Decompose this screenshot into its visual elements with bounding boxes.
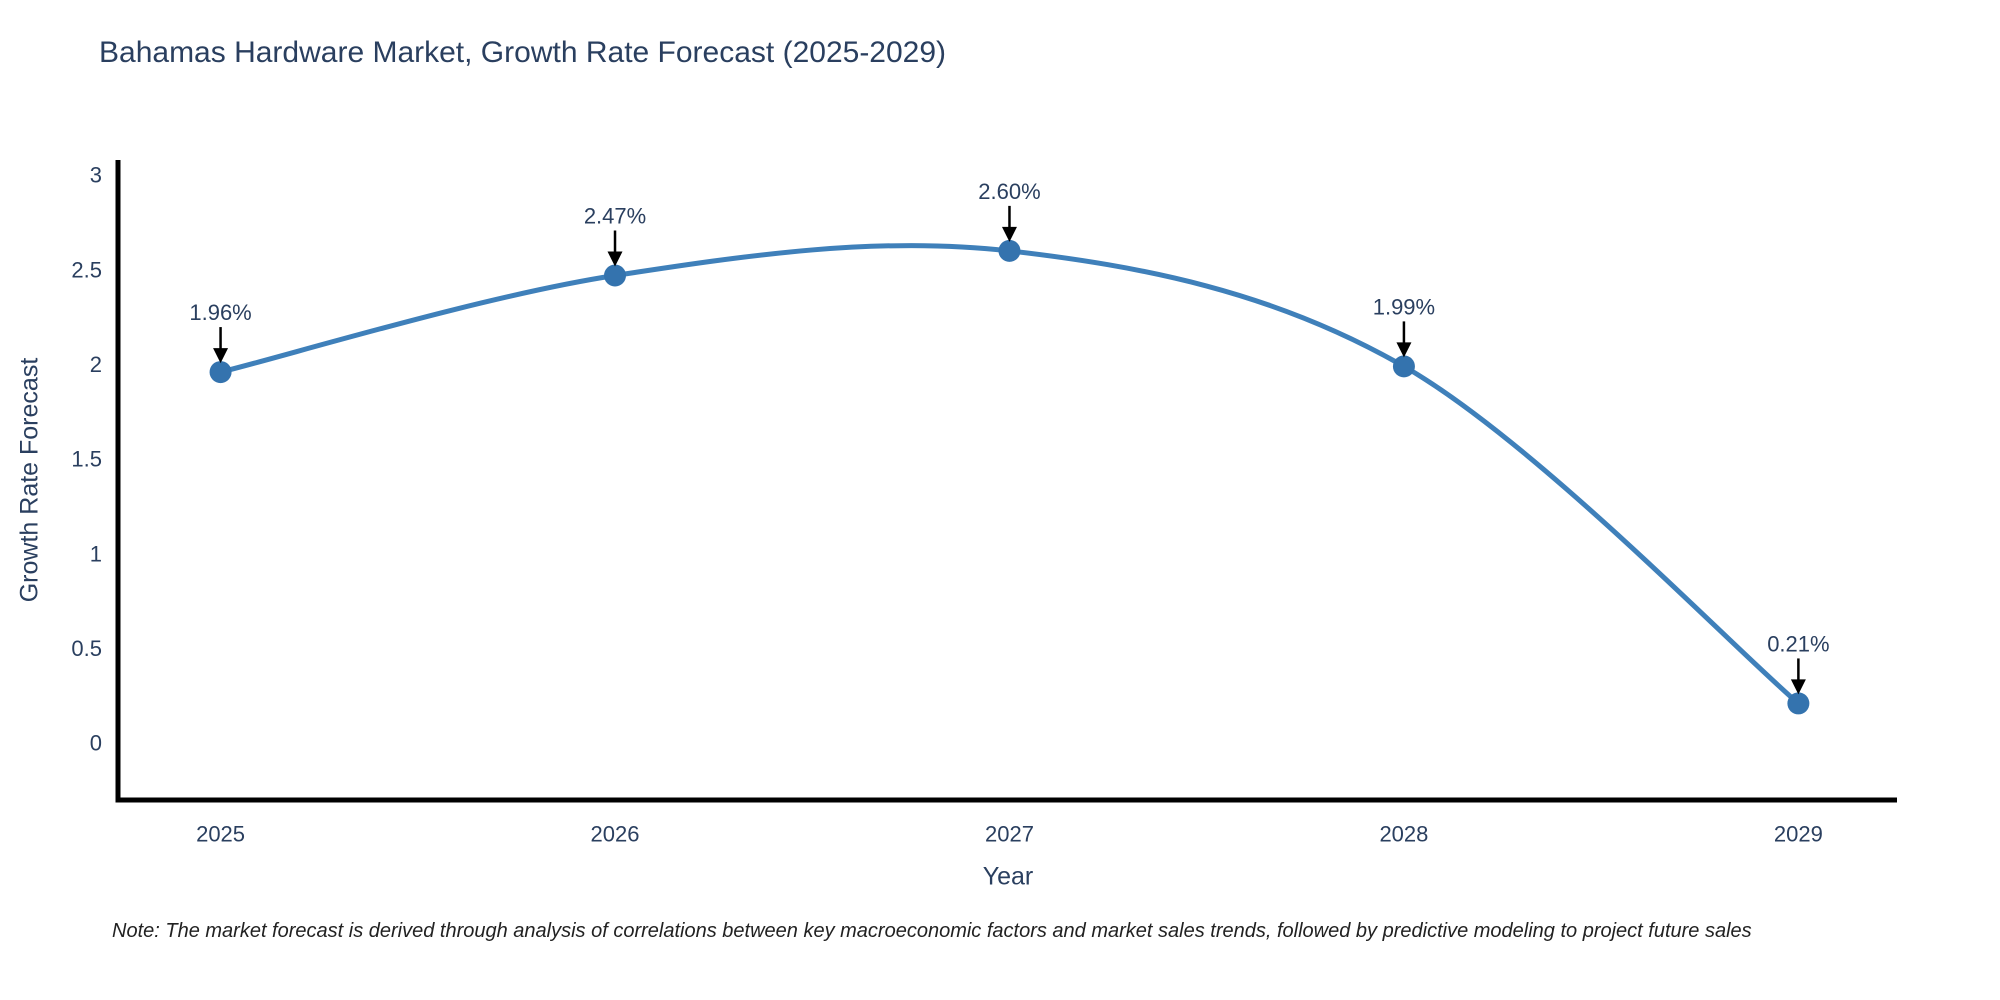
y-tick-label: 1.5 — [71, 447, 102, 472]
data-point-marker — [1787, 692, 1810, 715]
x-tick-label: 2028 — [1379, 822, 1428, 847]
data-point-label: 2.47% — [584, 204, 646, 229]
data-point-label: 0.21% — [1767, 631, 1829, 656]
data-point-label: 1.96% — [189, 300, 251, 325]
x-tick-label: 2027 — [985, 822, 1034, 847]
y-tick-label: 0.5 — [71, 636, 102, 661]
chart-title: Bahamas Hardware Market, Growth Rate For… — [99, 36, 947, 69]
y-tick-label: 2.5 — [71, 257, 102, 282]
y-tick-label: 0 — [90, 731, 102, 756]
data-point-marker — [209, 361, 232, 384]
x-tick-label: 2025 — [196, 822, 245, 847]
data-point-marker — [998, 239, 1021, 262]
annotation-arrowhead — [1790, 679, 1806, 695]
forecast-line-series — [218, 243, 1801, 706]
x-tick-label: 2026 — [591, 822, 640, 847]
annotation-arrowhead — [607, 251, 623, 267]
x-tick-label: 2029 — [1774, 822, 1823, 847]
data-point-marker — [604, 264, 627, 287]
annotation-arrowhead — [213, 348, 229, 364]
y-tick-label: 1 — [90, 541, 102, 566]
x-axis-title: Year — [982, 862, 1034, 891]
y-tick-label: 2 — [90, 352, 102, 377]
data-point-label: 1.99% — [1373, 294, 1435, 319]
footnote: Note: The market forecast is derived thr… — [112, 920, 1752, 942]
data-point-marker — [1392, 355, 1415, 378]
annotation-arrowhead — [1396, 342, 1412, 358]
data-point-label: 2.60% — [978, 179, 1040, 204]
annotation-arrowhead — [1001, 226, 1017, 242]
y-tick-label: 3 — [90, 163, 102, 188]
